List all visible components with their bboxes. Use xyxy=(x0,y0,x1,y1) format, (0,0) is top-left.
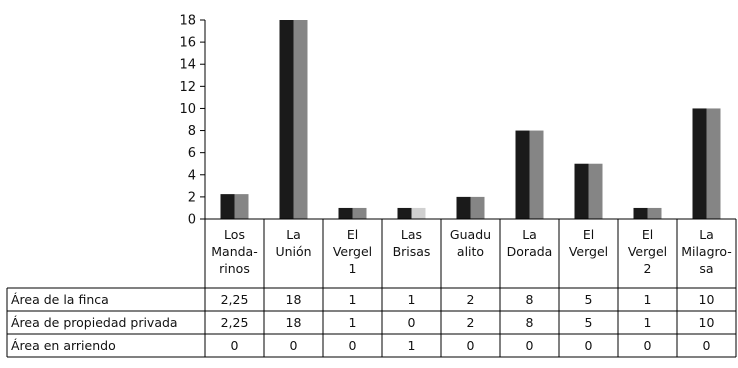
data-label: 2 xyxy=(467,315,475,330)
bar xyxy=(633,207,648,219)
data-label: 0 xyxy=(644,338,652,353)
category-label: 2 xyxy=(644,261,652,276)
category-label: Las xyxy=(401,227,422,242)
y-tick-label: 0 xyxy=(188,213,196,228)
category-label: Unión xyxy=(275,244,311,259)
data-label: 1 xyxy=(644,315,652,330)
category-label: Dorada xyxy=(507,244,553,259)
bar xyxy=(574,163,589,219)
category-label: La xyxy=(286,227,301,242)
data-label: 1 xyxy=(349,315,357,330)
bar xyxy=(279,20,294,219)
bar xyxy=(529,130,544,219)
y-tick-label: 16 xyxy=(179,36,196,51)
category-label: rinos xyxy=(219,261,250,276)
data-label: 1 xyxy=(644,292,652,307)
y-tick-label: 10 xyxy=(179,102,196,117)
data-label: 18 xyxy=(286,315,302,330)
bar xyxy=(456,196,471,219)
y-tick-label: 6 xyxy=(188,146,196,161)
data-label: 5 xyxy=(585,315,593,330)
data-label: 2 xyxy=(467,292,475,307)
series-row-label: Área en arriendo xyxy=(11,338,116,353)
data-label: 8 xyxy=(526,315,534,330)
bar xyxy=(293,20,308,219)
bar xyxy=(411,207,426,219)
data-label: 2,25 xyxy=(221,315,249,330)
category-label: Manda- xyxy=(211,244,257,259)
data-label: 0 xyxy=(349,338,357,353)
category-label: sa xyxy=(699,261,713,276)
y-tick-label: 2 xyxy=(188,190,196,205)
bar xyxy=(515,130,530,219)
bar xyxy=(338,207,353,219)
bar xyxy=(692,108,707,219)
data-label: 2,25 xyxy=(221,292,249,307)
data-label: 5 xyxy=(585,292,593,307)
y-tick-label: 18 xyxy=(179,14,196,29)
data-label: 0 xyxy=(467,338,475,353)
category-label: Los xyxy=(224,227,245,242)
category-label: El xyxy=(583,227,594,242)
category-label: Guadu xyxy=(450,227,491,242)
category-label: El xyxy=(642,227,653,242)
category-label: Vergel xyxy=(628,244,667,259)
data-label: 8 xyxy=(526,292,534,307)
bar xyxy=(352,207,367,219)
data-table: Los Manda-rinos La Unión El Vergel 1 Las Brisas G… xyxy=(6,218,737,358)
bar xyxy=(220,194,235,219)
category-label: Vergel xyxy=(333,244,372,259)
data-label: 0 xyxy=(585,338,593,353)
data-label: 0 xyxy=(290,338,298,353)
bar xyxy=(470,196,485,219)
category-label: La xyxy=(699,227,714,242)
data-label: 10 xyxy=(699,315,715,330)
data-label: 1 xyxy=(349,292,357,307)
data-label: 18 xyxy=(286,292,302,307)
category-label: El xyxy=(347,227,358,242)
category-label: La xyxy=(522,227,537,242)
data-label: 1 xyxy=(408,338,416,353)
y-axis: 0 2 4 6 8 10 12 14 16 18 xyxy=(179,14,206,228)
y-tick-label: 12 xyxy=(179,80,196,95)
bar xyxy=(234,194,249,219)
data-label: 10 xyxy=(699,292,715,307)
category-label: Vergel xyxy=(569,244,608,259)
data-label: 0 xyxy=(408,315,416,330)
data-label: 1 xyxy=(408,292,416,307)
bar xyxy=(647,207,662,219)
y-tick-label: 14 xyxy=(179,58,196,73)
category-label: Brisas xyxy=(393,244,431,259)
y-tick-label: 8 xyxy=(188,124,196,139)
bar xyxy=(588,163,603,219)
bar xyxy=(706,108,721,219)
data-label: 0 xyxy=(703,338,711,353)
series-row-label: Área de la finca xyxy=(11,292,109,307)
y-tick-label: 4 xyxy=(188,168,196,183)
category-label: Milagro- xyxy=(681,244,732,259)
category-label: alito xyxy=(457,244,484,259)
bar xyxy=(397,207,412,219)
category-label: 1 xyxy=(349,261,357,276)
data-label: 0 xyxy=(526,338,534,353)
data-label: 0 xyxy=(231,338,239,353)
bars xyxy=(220,20,721,219)
series-row-label: Área de propiedad privada xyxy=(11,315,178,330)
